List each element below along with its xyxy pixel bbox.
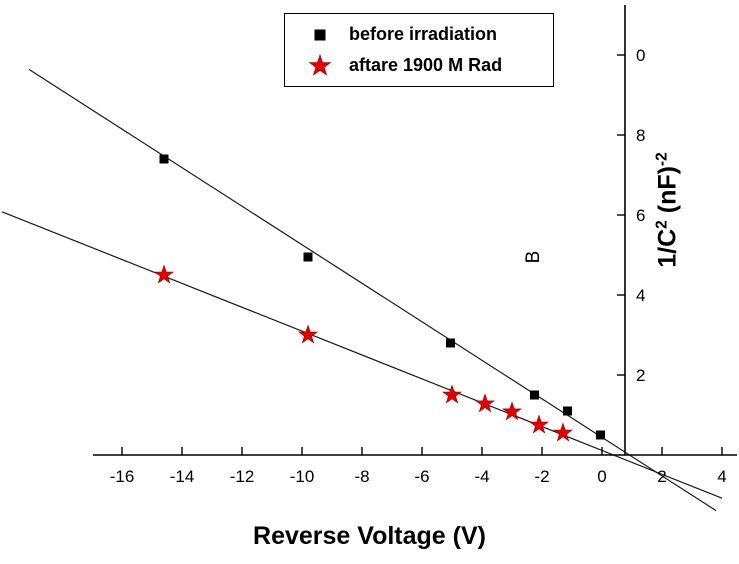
star-marker-icon (307, 53, 333, 79)
data-point-series-1 (297, 324, 319, 344)
legend: before irradiation aftare 1900 M Rad (284, 13, 554, 87)
y-tick-label: 2 (636, 366, 645, 385)
y-axis-title-base2: (nF) (653, 166, 682, 221)
data-point-series-0 (563, 406, 572, 416)
x-tick-label: -16 (110, 467, 135, 486)
data-point-series-1 (153, 264, 175, 284)
data-point-series-0 (596, 430, 605, 440)
square-glyph (314, 29, 326, 40)
x-tick-label: -14 (170, 467, 195, 486)
y-axis-title-base: 1/C (653, 228, 682, 268)
y-tick-label: 4 (636, 286, 645, 305)
x-tick-label: 0 (597, 467, 606, 486)
x-tick-label: -8 (354, 467, 369, 486)
data-point-series-0 (530, 390, 539, 400)
data-point-series-0 (303, 252, 313, 262)
y-tick-label: 6 (636, 206, 645, 225)
data-point-series-1 (501, 401, 523, 421)
x-tick-label: 2 (657, 467, 666, 486)
data-point-series-1 (528, 414, 550, 434)
y-axis-title-sup: 2 (653, 220, 671, 229)
y-tick-label: 8 (636, 126, 645, 145)
y-axis-title-sup2: -2 (653, 152, 671, 167)
y-tick-label: 0 (636, 46, 645, 65)
legend-label-before: before irradiation (349, 24, 498, 44)
legend-item-before: before irradiation (285, 19, 553, 50)
x-tick-label: 4 (717, 467, 726, 486)
square-marker-icon (307, 22, 333, 48)
legend-item-after: aftare 1900 M Rad (285, 50, 553, 81)
data-point-series-1 (441, 384, 463, 404)
x-tick-label: -2 (534, 467, 549, 486)
x-tick-label: -10 (290, 467, 315, 486)
star-glyph (308, 53, 332, 76)
data-point-series-1 (552, 422, 574, 442)
x-tick-label: -6 (414, 467, 429, 486)
data-point-series-1 (474, 393, 496, 413)
legend-label-after: aftare 1900 M Rad (349, 55, 503, 75)
x-tick-label: -4 (474, 467, 489, 486)
x-tick-label: -12 (230, 467, 255, 486)
data-point-series-0 (159, 154, 169, 164)
data-point-series-0 (446, 338, 455, 348)
fit-line-series-0 (28, 68, 717, 512)
x-axis-title: Reverse Voltage (V) (253, 522, 486, 550)
